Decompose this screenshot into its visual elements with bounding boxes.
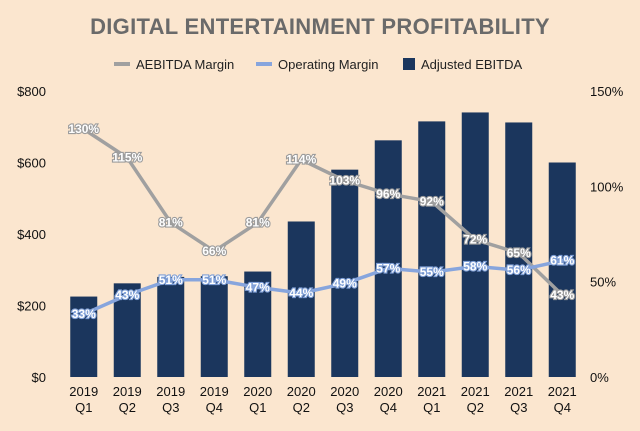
x-axis-quarter-label: Q4 bbox=[206, 400, 223, 415]
aebitda-margin-data-label: 115% bbox=[112, 151, 142, 165]
aebitda-margin-data-label: 81% bbox=[246, 216, 270, 230]
x-axis-year-label: 2019 bbox=[113, 384, 142, 399]
x-axis-quarter-label: Q2 bbox=[467, 400, 484, 415]
x-axis-year-label: 2019 bbox=[156, 384, 185, 399]
right-axis-tick-label: 150% bbox=[590, 84, 624, 99]
aebitda-margin-data-label: 103% bbox=[329, 174, 360, 188]
operating-margin-data-label: 55% bbox=[420, 265, 444, 279]
aebitda-margin-data-label: 130% bbox=[68, 122, 99, 136]
x-axis-quarter-label: Q3 bbox=[162, 400, 179, 415]
chart-title: DIGITAL ENTERTAINMENT PROFITABILITY bbox=[90, 14, 550, 39]
adjusted-ebitda-bar bbox=[548, 162, 576, 377]
left-axis-tick-label: $400 bbox=[17, 227, 46, 242]
adjusted-ebitda-bar bbox=[331, 169, 359, 377]
x-axis-year-label: 2020 bbox=[330, 384, 359, 399]
operating-margin-data-label: 58% bbox=[463, 259, 487, 273]
legend-adjusted-ebitda-label: Adjusted EBITDA bbox=[421, 57, 522, 72]
adjusted-ebitda-bar bbox=[461, 112, 489, 377]
adjusted-ebitda-bar bbox=[287, 221, 315, 377]
operating-margin-data-label: 47% bbox=[246, 280, 270, 294]
aebitda-margin-data-label: 66% bbox=[202, 244, 226, 258]
x-axis-quarter-label: Q2 bbox=[293, 400, 310, 415]
aebitda-margin-data-label: 114% bbox=[286, 153, 316, 167]
legend-adjusted-ebitda-swatch bbox=[403, 58, 415, 70]
legend-aebitda-label: AEBITDA Margin bbox=[136, 57, 234, 72]
x-axis-quarter-label: Q1 bbox=[423, 400, 440, 415]
x-axis-quarter-label: Q4 bbox=[554, 400, 571, 415]
aebitda-margin-data-label: 96% bbox=[376, 187, 400, 201]
x-axis-quarter-label: Q3 bbox=[510, 400, 527, 415]
adjusted-ebitda-bar bbox=[157, 276, 185, 377]
legend-operating-label: Operating Margin bbox=[278, 57, 378, 72]
x-axis-year-label: 2021 bbox=[548, 384, 577, 399]
x-axis-year-label: 2019 bbox=[200, 384, 229, 399]
x-axis-year-label: 2020 bbox=[243, 384, 272, 399]
right-axis-tick-label: 100% bbox=[590, 179, 624, 194]
left-axis-tick-label: $200 bbox=[17, 299, 46, 314]
x-axis-quarter-label: Q3 bbox=[336, 400, 353, 415]
right-axis-tick-label: 0% bbox=[590, 370, 609, 385]
right-axis-tick-label: 50% bbox=[590, 275, 616, 290]
operating-margin-data-label: 44% bbox=[289, 286, 313, 300]
aebitda-margin-data-label: 81% bbox=[159, 216, 183, 230]
operating-margin-data-label: 33% bbox=[72, 307, 96, 321]
adjusted-ebitda-bar bbox=[418, 121, 446, 377]
x-axis-year-label: 2020 bbox=[287, 384, 316, 399]
aebitda-margin-data-label: 43% bbox=[550, 288, 574, 302]
operating-margin-line bbox=[82, 258, 564, 316]
x-axis-quarter-label: Q2 bbox=[119, 400, 136, 415]
x-axis-year-label: 2021 bbox=[461, 384, 490, 399]
operating-margin-data-label: 57% bbox=[376, 261, 400, 275]
operating-margin-data-label: 49% bbox=[333, 277, 357, 291]
aebitda-margin-data-label: 65% bbox=[507, 246, 531, 260]
x-axis-year-label: 2021 bbox=[504, 384, 533, 399]
x-axis-year-label: 2019 bbox=[69, 384, 98, 399]
left-axis-tick-label: $600 bbox=[17, 156, 46, 171]
x-axis-quarter-label: Q1 bbox=[75, 400, 92, 415]
x-axis-quarter-label: Q1 bbox=[249, 400, 266, 415]
left-axis-tick-label: $0 bbox=[32, 370, 46, 385]
left-axis-tick-label: $800 bbox=[17, 84, 46, 99]
operating-margin-data-label: 61% bbox=[550, 254, 574, 268]
adjusted-ebitda-bar bbox=[374, 140, 402, 377]
operating-margin-data-label: 56% bbox=[507, 263, 531, 277]
x-axis-year-label: 2021 bbox=[417, 384, 446, 399]
x-axis-quarter-label: Q4 bbox=[380, 400, 397, 415]
operating-margin-data-label: 51% bbox=[159, 273, 183, 287]
x-axis-year-label: 2020 bbox=[374, 384, 403, 399]
operating-margin-data-label: 43% bbox=[115, 288, 139, 302]
aebitda-margin-line bbox=[82, 127, 564, 297]
adjusted-ebitda-bar bbox=[200, 276, 228, 377]
aebitda-margin-data-label: 92% bbox=[420, 195, 444, 209]
operating-margin-data-label: 51% bbox=[202, 273, 226, 287]
aebitda-margin-data-label: 72% bbox=[463, 233, 487, 247]
